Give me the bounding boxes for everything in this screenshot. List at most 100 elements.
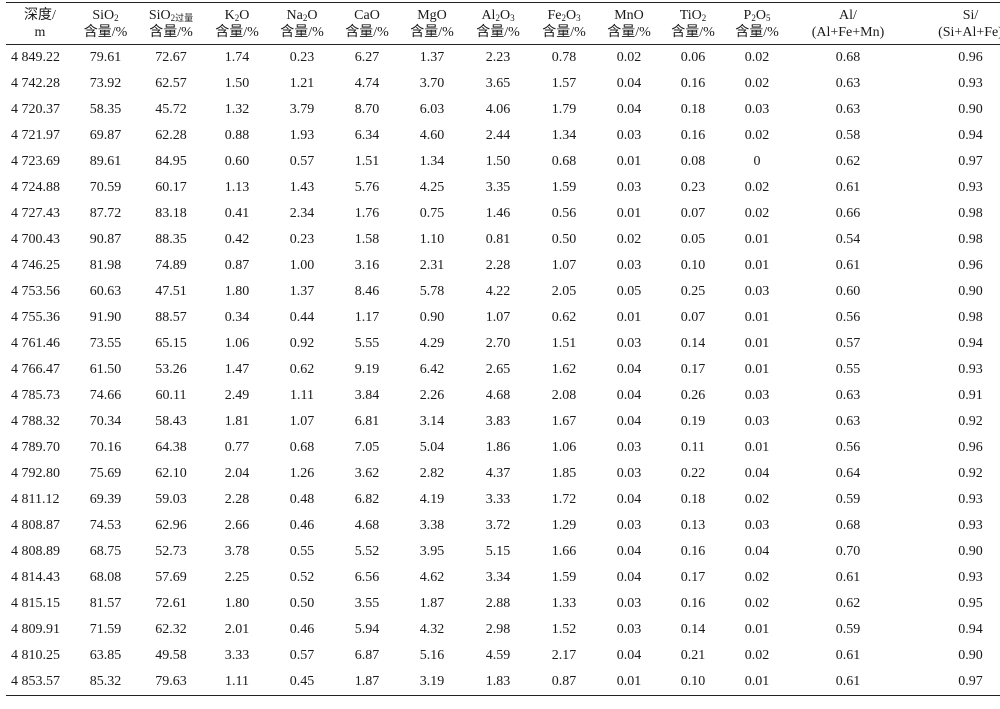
value-cell: 3.33 xyxy=(485,492,511,507)
value-cell: 6.42 xyxy=(419,362,445,377)
column-header-unit: (Al+Fe+Mn) xyxy=(811,25,885,40)
value-cell: 0.04 xyxy=(616,544,642,559)
value-cell: 1.52 xyxy=(551,622,577,637)
table-row: 4 815.15 81.57 72.61 1.80 0.50 3.55 1.87 2.88 1.… xyxy=(6,591,1000,617)
value-cell: 0.88 xyxy=(224,128,250,143)
value-cell: 0.62 xyxy=(551,310,577,325)
column-header-name: CaO xyxy=(354,8,380,23)
value-cell: 0.62 xyxy=(835,596,861,611)
value-cell: 0.04 xyxy=(616,362,642,377)
value-cell: 4.32 xyxy=(419,622,445,637)
column-header-name: 深度/ xyxy=(24,8,56,23)
column-header-unit: 含量/% xyxy=(542,25,586,40)
value-cell: 0.94 xyxy=(958,336,983,351)
value-cell: 2.08 xyxy=(551,388,577,403)
value-cell: 0.01 xyxy=(744,362,770,377)
value-cell: 1.50 xyxy=(485,154,511,169)
value-cell: 4.68 xyxy=(485,388,511,403)
value-cell: 1.46 xyxy=(485,206,511,221)
column-header: Fe2O3 含量/% xyxy=(531,3,597,45)
formula-tail: O xyxy=(239,8,250,23)
value-cell: 58.35 xyxy=(89,102,122,117)
value-cell: 0.10 xyxy=(680,258,706,273)
value-cell: 70.34 xyxy=(89,414,122,429)
column-header-name: Al/ xyxy=(839,8,857,23)
value-cell: 4.19 xyxy=(419,492,445,507)
value-cell: 0.16 xyxy=(680,76,706,91)
depth-cell: 4 785.73 xyxy=(11,388,60,403)
value-cell: 1.74 xyxy=(224,50,250,65)
value-cell: 1.37 xyxy=(419,50,445,65)
value-cell: 88.57 xyxy=(155,310,187,325)
value-cell: 61.50 xyxy=(89,362,122,377)
value-cell: 0.01 xyxy=(616,154,642,169)
value-cell: 1.34 xyxy=(551,128,577,143)
column-header-name: Fe2O3 xyxy=(531,7,597,24)
value-cell: 2.88 xyxy=(485,596,511,611)
column-header-name: K2O xyxy=(205,7,269,24)
value-cell: 0.13 xyxy=(680,518,706,533)
column-header: CaO 含量/% xyxy=(335,3,399,45)
value-cell: 0.18 xyxy=(680,492,706,507)
value-cell: 0.16 xyxy=(680,596,706,611)
value-cell: 0.03 xyxy=(616,440,642,455)
value-cell: 0.03 xyxy=(616,466,642,481)
value-cell: 4.06 xyxy=(485,102,511,117)
value-cell: 74.89 xyxy=(155,258,187,273)
depth-cell: 4 724.88 xyxy=(11,180,60,195)
value-cell: 0.68 xyxy=(289,440,315,455)
value-cell: 0.57 xyxy=(289,648,315,663)
value-cell: 62.57 xyxy=(155,76,187,91)
value-cell: 2.49 xyxy=(224,388,250,403)
value-cell: 63.85 xyxy=(89,648,122,663)
column-header-unit: 含量/% xyxy=(83,25,128,40)
column-header-unit: m xyxy=(34,25,46,40)
column-header-name: TiO2 xyxy=(661,7,725,24)
table-row: 4 792.80 75.69 62.10 2.04 1.26 3.62 2.82 4.37 1.… xyxy=(6,461,1000,487)
value-cell: 5.16 xyxy=(419,648,445,663)
column-header-name: MgO xyxy=(417,8,447,23)
formula-main: Na xyxy=(286,8,303,23)
value-cell: 62.28 xyxy=(155,128,187,143)
value-cell: 0.03 xyxy=(616,128,642,143)
value-cell: 4.59 xyxy=(485,648,511,663)
formula-tail: O xyxy=(307,8,318,23)
value-cell: 0.48 xyxy=(289,492,315,507)
formula-main: SiO xyxy=(148,8,171,23)
value-cell: 73.55 xyxy=(89,336,122,351)
column-header-name: SiO2过量 xyxy=(137,7,205,24)
value-cell: 0.56 xyxy=(551,206,577,221)
value-cell: 0.01 xyxy=(744,258,770,273)
value-cell: 0.18 xyxy=(680,102,706,117)
value-cell: 62.10 xyxy=(155,466,187,481)
value-cell: 1.81 xyxy=(224,414,250,429)
value-cell: 0.93 xyxy=(958,180,983,195)
value-cell: 0.87 xyxy=(224,258,250,273)
column-header: TiO2 含量/% xyxy=(661,3,725,45)
value-cell: 3.62 xyxy=(354,466,380,481)
value-cell: 0.94 xyxy=(958,128,983,143)
value-cell: 0.02 xyxy=(744,206,770,221)
depth-cell: 4 810.25 xyxy=(11,648,60,663)
value-cell: 0.90 xyxy=(958,102,983,117)
value-cell: 0.04 xyxy=(744,466,770,481)
value-cell: 0.58 xyxy=(835,128,861,143)
table-row: 4 785.73 74.66 60.11 2.49 1.11 3.84 2.26 4.68 2.… xyxy=(6,383,1000,409)
value-cell: 0.46 xyxy=(289,518,315,533)
depth-cell: 4 723.69 xyxy=(11,154,60,169)
value-cell: 1.34 xyxy=(419,154,445,169)
value-cell: 0.04 xyxy=(616,570,642,585)
value-cell: 1.93 xyxy=(289,128,315,143)
formula-subscript: 2过量 xyxy=(170,13,194,23)
value-cell: 0.63 xyxy=(835,414,861,429)
value-cell: 0.03 xyxy=(616,180,642,195)
value-cell: 1.26 xyxy=(289,466,315,481)
formula-subscript: 2 xyxy=(561,13,566,23)
value-cell: 0.93 xyxy=(958,570,983,585)
value-cell: 0.01 xyxy=(744,440,770,455)
depth-cell: 4 792.80 xyxy=(11,466,60,481)
value-cell: 1.66 xyxy=(551,544,577,559)
value-cell: 0.01 xyxy=(616,206,642,221)
value-cell: 0.93 xyxy=(958,76,983,91)
value-cell: 0.14 xyxy=(680,622,706,637)
